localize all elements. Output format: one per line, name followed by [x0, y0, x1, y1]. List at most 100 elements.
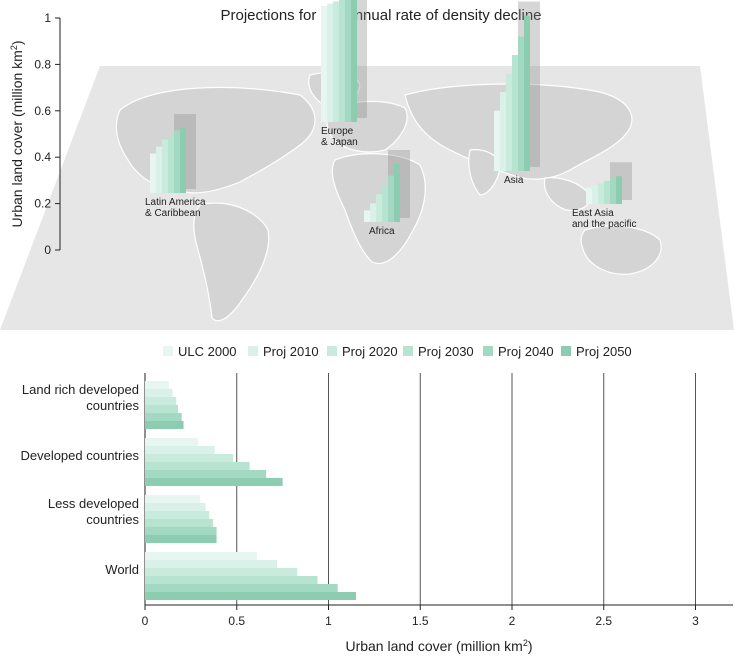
category-label: Land rich developed countries — [22, 382, 140, 413]
region-bar — [321, 6, 327, 122]
legend-swatch — [163, 346, 173, 356]
region-label: Latin America & Caribbean — [145, 197, 206, 219]
bar — [145, 592, 357, 600]
y-tick-label: 0 — [44, 243, 51, 257]
region-bar — [524, 15, 530, 172]
x-tick-label: 2 — [509, 614, 516, 628]
region-bar — [494, 110, 500, 171]
region-bar-group: East Asia and the pacific — [572, 162, 637, 230]
bar — [145, 397, 177, 405]
australia-landmass — [580, 225, 662, 275]
region-bar — [616, 176, 622, 204]
bar — [145, 421, 184, 429]
x-axis-label: Urban land cover (million km2) — [345, 638, 532, 654]
legend-label: ULC 2000 — [178, 344, 237, 359]
bar — [145, 438, 199, 446]
x-tick-label: 0.5 — [228, 614, 245, 628]
y-tick-label: 0.4 — [34, 150, 51, 164]
bar — [145, 584, 338, 592]
region-bar — [339, 0, 345, 122]
region-bar — [351, 0, 357, 122]
bar — [145, 560, 278, 568]
legend-swatch — [327, 346, 337, 356]
legend-swatch — [483, 346, 493, 356]
region-bar — [512, 55, 518, 171]
bar — [145, 462, 250, 470]
region-bar — [333, 1, 339, 122]
bar — [145, 495, 201, 503]
region-label: East Asia and the pacific — [572, 208, 637, 230]
region-bar-group: Africa — [364, 150, 410, 237]
region-bar-group: Europe & Japan — [321, 0, 367, 148]
bar — [145, 576, 318, 584]
legend-label: Proj 2030 — [418, 344, 474, 359]
x-tick-label: 1.5 — [412, 614, 429, 628]
bar — [145, 535, 217, 543]
southeast-asia-landmass — [543, 177, 591, 211]
region-bar — [598, 183, 604, 204]
region-bar — [506, 73, 512, 171]
legend-swatch — [403, 346, 413, 356]
region-bar — [168, 135, 174, 193]
category-label: Developed countries — [20, 448, 139, 463]
region-bar-group: Asia — [494, 1, 540, 186]
bar — [145, 511, 210, 519]
y-tick-label: 1 — [44, 11, 51, 25]
south-america-landmass — [193, 202, 270, 322]
region-bar — [180, 128, 186, 193]
bar — [145, 527, 217, 535]
region-bar — [376, 194, 382, 222]
region-bar — [592, 185, 598, 204]
y-tick-label: 0.8 — [34, 57, 51, 71]
bar-chart: 0 0.5 1 1.5 2 2.5 3 Land rich developed countrie… — [20, 373, 733, 654]
legend-swatch — [248, 346, 258, 356]
map-chart: 0 0.2 0.4 0.6 0.8 1 Urban land cover (million … — [9, 0, 637, 257]
bar — [145, 405, 179, 413]
y-axis-label: Urban land cover (million km2) — [9, 40, 25, 227]
legend-label: Proj 2050 — [576, 344, 632, 359]
region-bar — [174, 130, 180, 193]
bar — [145, 389, 173, 397]
region-bar — [327, 3, 333, 122]
category-label: Less developed countries — [48, 496, 140, 527]
region-bar — [500, 92, 506, 171]
bar — [145, 381, 169, 389]
region-bar-group: Latin America & Caribbean — [145, 114, 206, 219]
region-bar — [345, 0, 351, 122]
region-bar — [518, 36, 524, 171]
bar — [145, 478, 283, 486]
legend-swatch — [561, 346, 571, 356]
region-bar — [162, 139, 168, 193]
region-label: Africa — [369, 226, 395, 237]
bar — [145, 413, 182, 421]
region-bar — [382, 184, 388, 222]
region-bar — [156, 146, 162, 193]
y-tick-label: 0.2 — [34, 197, 51, 211]
region-bar — [150, 153, 156, 193]
x-tick-label: 3 — [692, 614, 699, 628]
bar — [145, 552, 257, 560]
bar — [145, 446, 215, 454]
x-tick-label: 2.5 — [595, 614, 612, 628]
region-bar — [394, 164, 400, 222]
legend: ULC 2000 Proj 2010 Proj 2020 Proj 2030 Proj … — [163, 344, 632, 359]
bar — [145, 568, 298, 576]
region-bar — [388, 175, 394, 222]
region-label: Asia — [504, 175, 524, 186]
legend-label: Proj 2020 — [342, 344, 398, 359]
y-tick-label: 0.6 — [34, 104, 51, 118]
legend-label: Proj 2040 — [498, 344, 554, 359]
bar — [145, 503, 206, 511]
x-tick-label: 1 — [325, 614, 332, 628]
region-bar — [364, 210, 370, 222]
region-bar — [586, 187, 592, 204]
region-label: Europe & Japan — [321, 126, 358, 148]
x-tick-label: 0 — [142, 614, 149, 628]
region-bar — [370, 203, 376, 222]
chart-title: Projections for 0% annual rate of densit… — [220, 7, 541, 24]
category-label: World — [105, 562, 139, 577]
region-bar — [610, 178, 616, 204]
bar — [145, 470, 267, 478]
india-landmass — [468, 149, 501, 196]
